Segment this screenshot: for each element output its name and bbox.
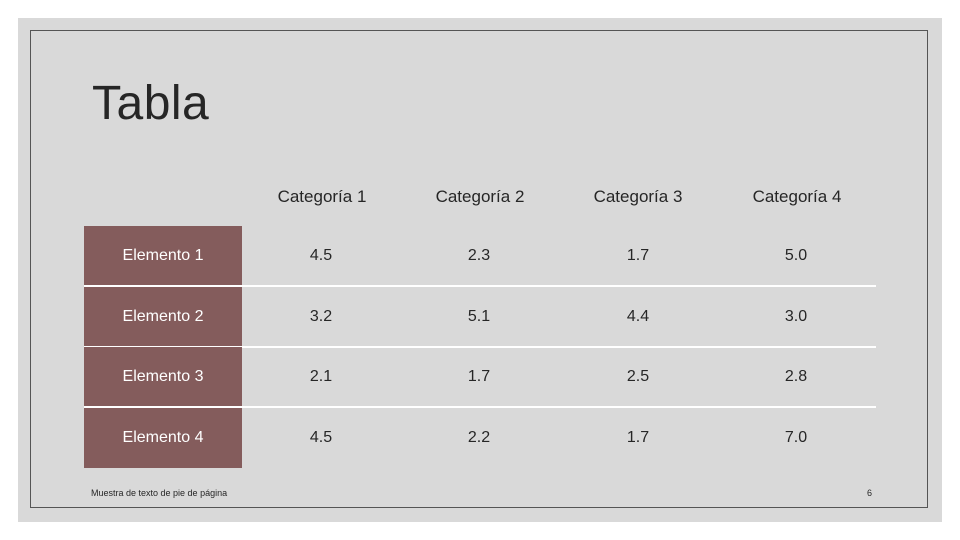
row-divider [84,406,876,408]
column-header-2: Categoría 2 [435,187,525,206]
row-divider [84,346,876,348]
table-cell: 2.1 [309,368,333,385]
table-cell: 2.3 [467,247,491,264]
footer-text: Muestra de texto de pie de página [91,488,228,498]
row-divider [84,285,876,287]
column-header-4: Categoría 4 [752,187,842,206]
row-label-1: Elemento 1 [84,226,242,286]
table-cell: 3.2 [309,308,333,325]
table-cell: 3.0 [784,308,808,325]
table-cell: 7.0 [784,429,808,446]
table-cell: 1.7 [626,429,650,446]
table-cell: 5.1 [467,308,491,325]
table-cell: 4.5 [309,247,333,264]
table-cell: 2.5 [626,368,650,385]
page-number: 6 [866,488,872,498]
table-cell: 2.8 [784,368,808,385]
row-label-4: Elemento 4 [84,408,242,468]
column-header-3: Categoría 3 [593,187,683,206]
table-cell: 1.7 [467,368,491,385]
slide-title: Tabla [92,77,210,130]
slide-frame [30,30,928,508]
table-cell: 1.7 [626,247,650,264]
table-cell: 4.5 [309,429,333,446]
table-cell: 4.4 [626,308,650,325]
column-header-1: Categoría 1 [277,187,367,206]
table-cell: 5.0 [784,247,808,264]
row-label-2: Elemento 2 [84,287,242,347]
row-label-3: Elemento 3 [84,347,242,407]
table-cell: 2.2 [467,429,491,446]
